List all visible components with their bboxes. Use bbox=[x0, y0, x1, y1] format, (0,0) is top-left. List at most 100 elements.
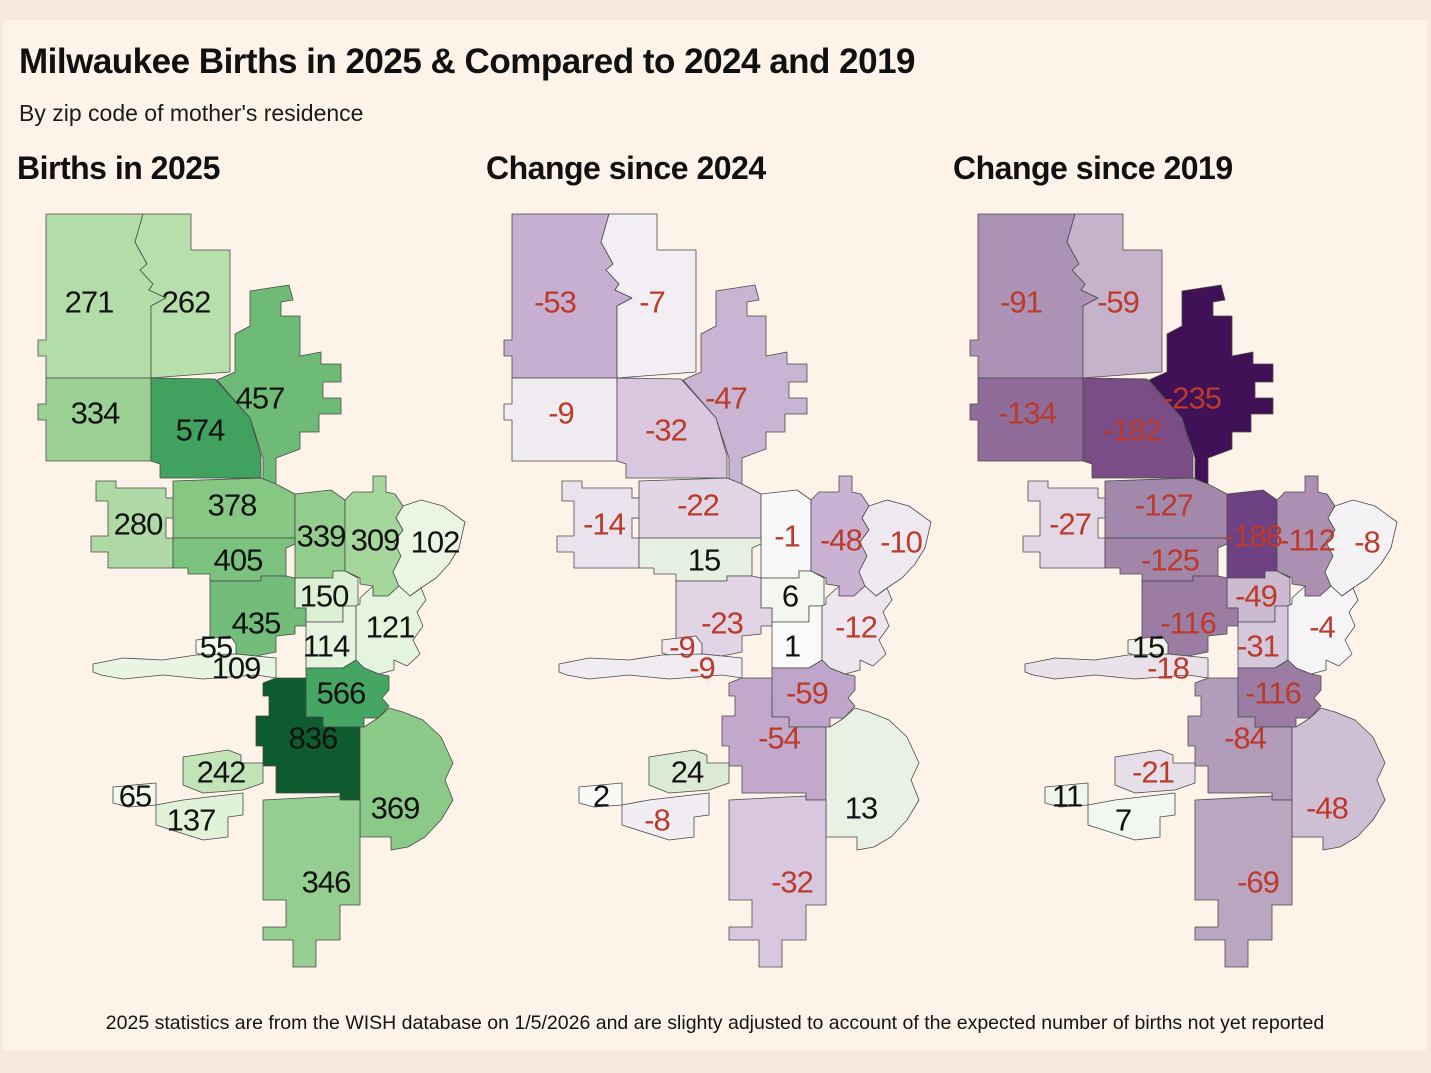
zip-region-value-label: 13 bbox=[845, 791, 877, 826]
zip-region-value-label: -54 bbox=[758, 721, 801, 756]
zip-region-shape bbox=[558, 653, 743, 680]
map-title-change-2019: Change since 2019 bbox=[953, 150, 1233, 186]
zip-region-shape bbox=[1291, 707, 1386, 851]
zip-region-value-label: -53 bbox=[534, 285, 576, 320]
zip-region-value-label: 334 bbox=[71, 396, 120, 431]
zip-region-shape bbox=[1187, 677, 1293, 801]
figure-panel: Milwaukee Births in 2025 & Compared to 2… bbox=[3, 20, 1427, 1050]
zip-region-value-label: -9 bbox=[669, 630, 695, 665]
zip-region-value-label: -59 bbox=[1097, 285, 1139, 320]
zip-region-shape bbox=[155, 792, 244, 841]
zip-region-value-label: 280 bbox=[114, 507, 163, 542]
zip-region-value-label: 11 bbox=[1052, 779, 1082, 814]
zip-region-value-label: -9 bbox=[689, 651, 715, 686]
zip-region-value-label: -91 bbox=[1000, 285, 1042, 320]
zip-region-value-label: -7 bbox=[639, 285, 665, 320]
zip-region-shape bbox=[262, 795, 361, 968]
zip-region-value-label: 15 bbox=[1132, 630, 1164, 665]
zip-region-value-label: -1 bbox=[774, 519, 800, 554]
zip-region-shape bbox=[600, 213, 697, 379]
zip-region-value-label: 271 bbox=[65, 285, 114, 320]
zip-region-value-label: 346 bbox=[302, 865, 351, 900]
map-title-change-2024: Change since 2024 bbox=[486, 150, 766, 186]
zip-region-value-label: 836 bbox=[289, 721, 338, 756]
zip-region-shape bbox=[1087, 792, 1176, 841]
zip-region-value-label: 55 bbox=[200, 630, 232, 665]
zip-region-value-label: -69 bbox=[1237, 865, 1279, 900]
zip-region-shape bbox=[1114, 749, 1196, 794]
zip-region-value-label: -32 bbox=[771, 865, 813, 900]
zip-region-value-label: -12 bbox=[835, 610, 877, 645]
zip-region-value-label: 1 bbox=[784, 629, 800, 664]
zip-region-value-label: -8 bbox=[1354, 525, 1380, 560]
zip-region-value-label: 309 bbox=[351, 523, 400, 558]
zip-region-value-label: 109 bbox=[212, 651, 261, 686]
zip-region-shape bbox=[1024, 653, 1209, 680]
zip-region-value-label: 114 bbox=[303, 629, 350, 664]
zip-region-shape bbox=[359, 707, 454, 851]
zip-region-value-label: 102 bbox=[411, 525, 460, 560]
zip-region-shape bbox=[825, 707, 920, 851]
zip-region-value-label: -127 bbox=[1135, 488, 1193, 523]
zip-region-value-label: 566 bbox=[317, 676, 366, 711]
zip-region-value-label: 7 bbox=[1115, 803, 1131, 838]
footnote: 2025 statistics are from the WISH databa… bbox=[105, 1012, 1325, 1034]
zip-region-value-label: -27 bbox=[1049, 507, 1091, 542]
zip-region-value-label: -32 bbox=[645, 413, 687, 448]
zip-region-value-label: 378 bbox=[208, 488, 257, 523]
zip-region-shape bbox=[721, 677, 827, 801]
zip-region-value-label: 242 bbox=[197, 755, 246, 790]
zip-region-value-label: -125 bbox=[1141, 543, 1199, 578]
zip-region-value-label: -18 bbox=[1147, 651, 1189, 686]
zip-region-value-label: -4 bbox=[1309, 610, 1335, 645]
subtitle: By zip code of mother's residence bbox=[19, 100, 364, 126]
zip-region-value-label: -59 bbox=[786, 676, 828, 711]
zip-region-value-label: 6 bbox=[782, 579, 798, 614]
zip-region-shape bbox=[1194, 795, 1293, 968]
zip-region-value-label: -84 bbox=[1224, 721, 1267, 756]
zip-region-value-label: 65 bbox=[119, 779, 151, 814]
zip-region-value-label: -9 bbox=[548, 396, 574, 431]
zip-region-value-label: -235 bbox=[1163, 381, 1221, 416]
zip-region-value-label: 435 bbox=[232, 606, 281, 641]
zip-region-value-label: -182 bbox=[1103, 413, 1161, 448]
zip-region-value-label: -49 bbox=[1235, 579, 1277, 614]
zip-region-value-label: 121 bbox=[366, 610, 415, 645]
zip-region-value-label: 15 bbox=[688, 543, 720, 578]
zip-region-value-label: -116 bbox=[1245, 676, 1301, 711]
zip-region-value-label: 405 bbox=[214, 543, 263, 578]
zip-region-shape bbox=[578, 782, 623, 808]
zip-region-value-label: 262 bbox=[162, 285, 211, 320]
zip-region-value-label: 150 bbox=[300, 579, 349, 614]
map-title-births-2025: Births in 2025 bbox=[17, 150, 220, 186]
zip-region-shape bbox=[92, 653, 277, 680]
zip-region-value-label: -48 bbox=[1306, 791, 1348, 826]
zip-region-shape bbox=[728, 795, 827, 968]
zip-region-value-label: 24 bbox=[671, 755, 704, 790]
zip-region-value-label: -48 bbox=[820, 523, 862, 558]
main-title: Milwaukee Births in 2025 & Compared to 2… bbox=[19, 42, 916, 81]
zip-region-shape bbox=[255, 677, 361, 801]
zip-region-shape bbox=[621, 792, 710, 841]
zip-region-value-label: -22 bbox=[677, 488, 719, 523]
zip-region-value-label: 339 bbox=[297, 519, 346, 554]
zip-region-value-label: 574 bbox=[176, 413, 225, 448]
zip-region-shape bbox=[1066, 213, 1163, 379]
zip-region-value-label: -31 bbox=[1237, 629, 1279, 664]
map-change-since-2024: -53 -7-47-9 -32-22-14 -1 -48 -10156-23-9-91-1… bbox=[503, 213, 932, 968]
zip-region-value-label: -116 bbox=[1160, 606, 1216, 641]
zip-region-value-label: -21 bbox=[1132, 755, 1174, 790]
zip-region-value-label: -134 bbox=[998, 396, 1057, 431]
zip-region-shape bbox=[1044, 782, 1089, 808]
zip-region-shape bbox=[182, 749, 264, 794]
zip-region-value-label: -14 bbox=[583, 507, 626, 542]
zip-region-value-label: 137 bbox=[167, 803, 216, 838]
zip-region-value-label: -47 bbox=[705, 381, 747, 416]
zip-region-value-label: 2 bbox=[593, 779, 609, 814]
zip-region-value-label: -112 bbox=[1279, 523, 1335, 558]
zip-region-value-label: -23 bbox=[701, 606, 743, 641]
map-change-since-2019: -91 -59 -235 -134 -182 -127 -27 -188-112 -8 -125 -… bbox=[969, 213, 1398, 968]
zip-region-shape bbox=[112, 782, 157, 808]
zip-region-shape bbox=[648, 749, 730, 794]
